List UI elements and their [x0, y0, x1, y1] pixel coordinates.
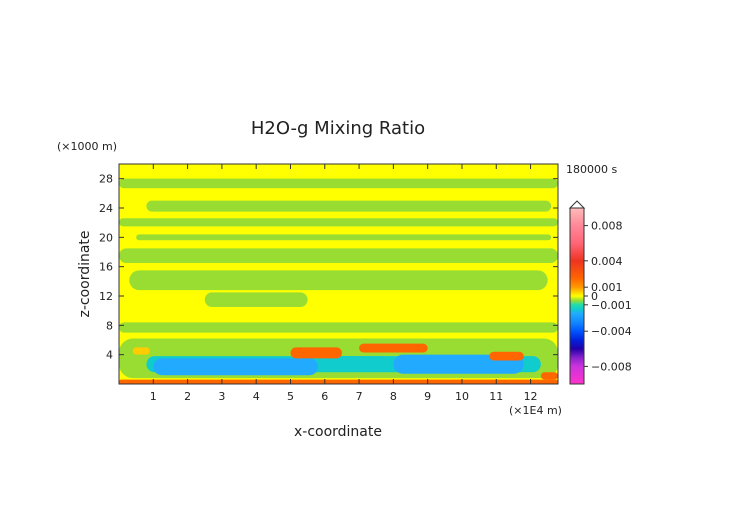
y-ticks: 4 8 12 16 20 24 28	[99, 173, 558, 362]
chart-title: H2O-g Mixing Ratio	[251, 118, 425, 139]
x-tick-label: 8	[390, 390, 397, 403]
y-tick-label: 4	[106, 349, 113, 362]
heatmap-region	[153, 358, 318, 376]
x-ticks: 1 2 3 4 5 6 7 8 9 10 11 12	[150, 164, 538, 403]
heatmap-region	[119, 322, 558, 333]
x-tick-label: 9	[424, 390, 431, 403]
heatmap-region	[119, 218, 558, 227]
heatmap-region	[331, 356, 387, 367]
heatmap-region	[489, 351, 524, 361]
y-tick-label: 16	[99, 261, 113, 274]
colorbar-tick-label: 0.004	[591, 255, 623, 268]
heatmap-region	[132, 347, 150, 355]
x-tick-label: 10	[455, 390, 469, 403]
colorbar	[569, 207, 585, 385]
y-unit-label: (×1000 m)	[57, 140, 117, 153]
heatmap-region	[119, 248, 558, 263]
plot-frame	[118, 163, 559, 385]
x-axis-label: x-coordinate	[294, 424, 382, 440]
y-tick-label: 28	[99, 173, 113, 186]
heatmap-region	[119, 379, 558, 384]
x-tick-label: 1	[150, 390, 157, 403]
heatmap-region	[290, 347, 342, 359]
x-tick-label: 4	[253, 390, 260, 403]
heatmap-region	[540, 372, 558, 380]
heatmap-region	[119, 178, 558, 189]
y-tick-label: 8	[106, 319, 113, 332]
y-tick-label: 12	[99, 290, 113, 303]
heatmap-region	[146, 200, 552, 212]
x-tick-label: 2	[184, 390, 191, 403]
x-tick-label: 11	[489, 390, 503, 403]
x-tick-label: 7	[356, 390, 363, 403]
colorbar-tick-label: 0.001	[591, 281, 623, 294]
x-tick-label: 5	[287, 390, 294, 403]
colorbar-tick-label: −0.008	[591, 360, 632, 373]
y-tick-label: 20	[99, 231, 113, 244]
x-tick-label: 3	[218, 390, 225, 403]
heatmap-regions	[119, 178, 558, 384]
colorbar-tick-label: 0.008	[591, 220, 623, 233]
x-tick-label: 6	[321, 390, 328, 403]
heatmap-region	[136, 234, 552, 241]
colorbar-tick-label: −0.004	[591, 325, 632, 338]
colorbar-overflow-triangle	[568, 200, 586, 209]
x-tick-label: 12	[524, 390, 538, 403]
heatmap-region	[129, 270, 548, 291]
colorbar-tick-label: −0.001	[591, 299, 632, 312]
heatmap-region	[359, 343, 428, 353]
colorbar-tick-label: 0	[591, 290, 598, 303]
time-label: 180000 s	[566, 163, 617, 176]
x-unit-label: (×1E4 m)	[509, 404, 562, 417]
heatmap-region	[204, 292, 308, 307]
y-tick-label: 24	[99, 202, 113, 215]
y-axis-label: z-coordinate	[77, 230, 93, 317]
